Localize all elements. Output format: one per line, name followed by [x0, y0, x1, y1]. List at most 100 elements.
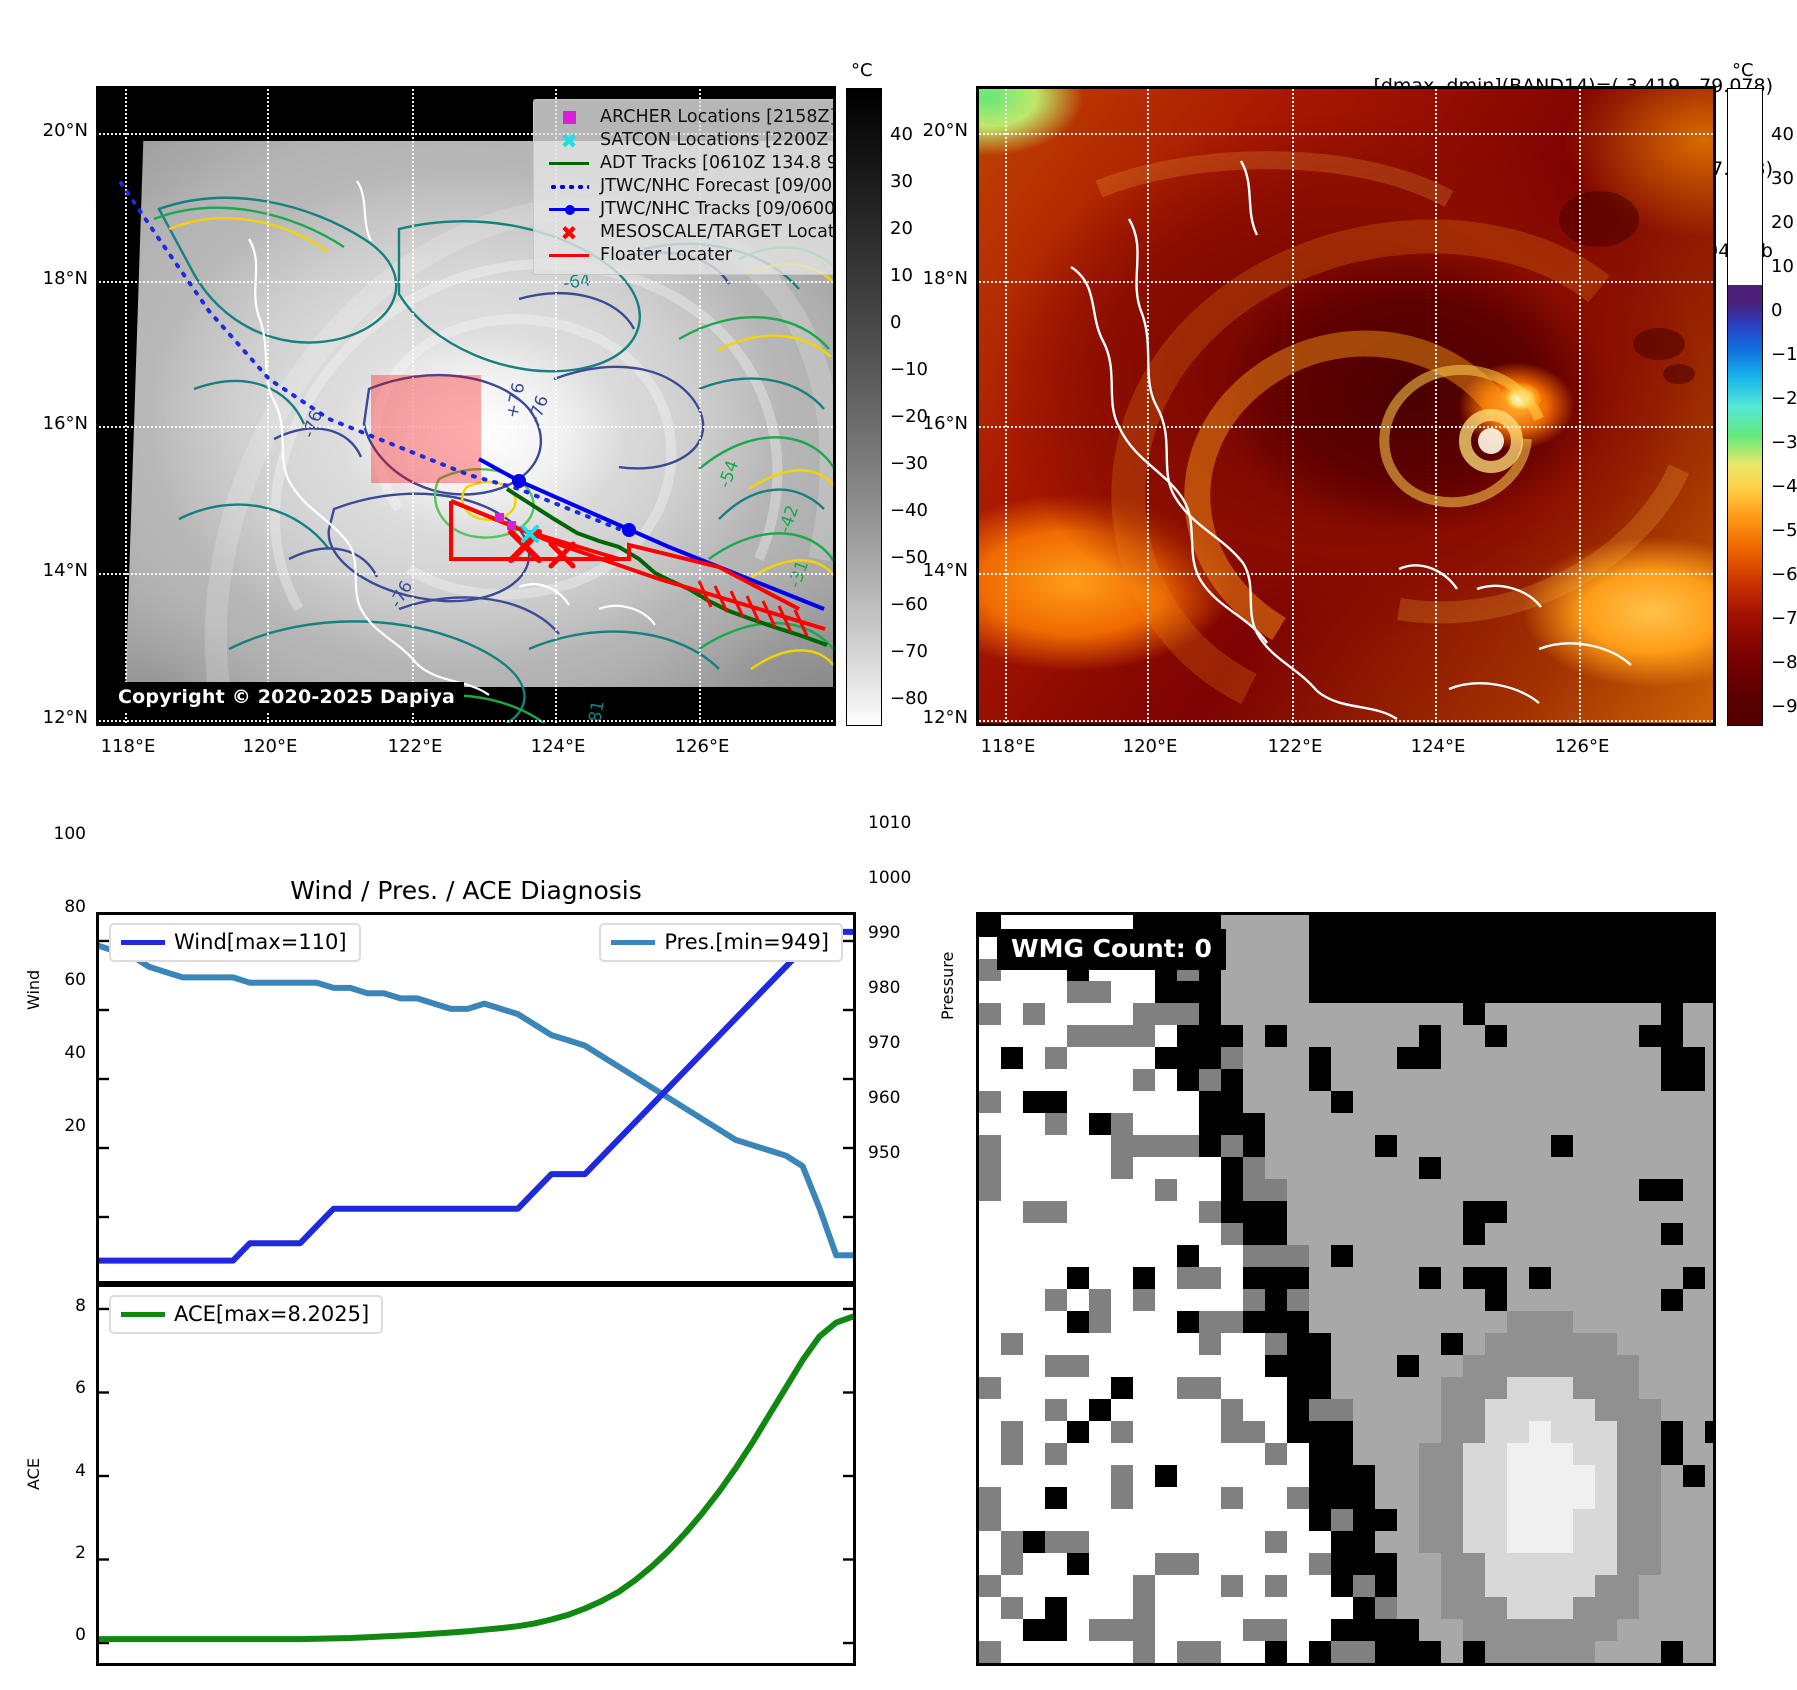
- map2-lat-tick-20n: 20°N: [922, 120, 968, 141]
- floater-locater-outline: [449, 501, 800, 611]
- wind-ytick: 60: [64, 970, 86, 990]
- map2-colorbar[interactable]: [1727, 88, 1763, 726]
- map1-lat-tick-14n: 14°N: [42, 560, 88, 581]
- ace-plot-area: [99, 1307, 853, 1645]
- map2-lon-tick-118e: 118°E: [980, 736, 1036, 757]
- ace-axis-label: ACE: [24, 1458, 43, 1490]
- map1-colorbar-unit: °C: [851, 60, 873, 81]
- cyan-x-marker-icon: ✖: [560, 128, 578, 153]
- wmg-cloud-mask-panel[interactable]: WMG Count: 0: [976, 912, 1716, 1666]
- legend-label: ADT Tracks [0610Z 134.8 918.3]: [600, 152, 833, 173]
- map1-cb-tick: 20: [890, 218, 913, 239]
- map2-cb-tick: 10: [1771, 256, 1794, 277]
- pressure-ytick: 1000: [868, 868, 912, 888]
- map1-cb-tick: −10: [890, 359, 928, 380]
- jtwc-forecast-track: [119, 181, 621, 531]
- legend-label: Floater Locater: [600, 244, 733, 265]
- map2-cb-tick: −60: [1771, 564, 1797, 585]
- ace-line-icon: [121, 1311, 165, 1317]
- wind-ytick: 40: [64, 1043, 86, 1063]
- legend-item-satcon: ✖ SATCON Locations [2200Z 69 982]: [542, 128, 833, 153]
- wind-ytick: 80: [64, 897, 86, 917]
- floater-locater-diagonal: [450, 499, 826, 631]
- jtwc-track-point: [512, 474, 526, 488]
- pressure-ytick: 1010: [868, 813, 912, 833]
- legend-item-forecast: JTWC/NHC Forecast [09/0000Z]: [542, 175, 833, 198]
- magenta-square-marker-icon: [542, 111, 596, 124]
- map2-lat-tick-14n: 14°N: [922, 560, 968, 581]
- legend-item-floater: Floater Locater: [542, 244, 833, 267]
- archer-location-marker: [495, 513, 504, 522]
- pressure-line-icon: [611, 939, 656, 945]
- map2-lat-tick-12n: 12°N: [922, 707, 968, 728]
- wind-axis-label: Wind: [24, 969, 43, 1010]
- map2-lat-tick-16n: 16°N: [922, 413, 968, 434]
- jtwc-track-point: [622, 523, 636, 537]
- map2-lat-tick-18n: 18°N: [922, 268, 968, 289]
- map2-lon-tick-126e: 126°E: [1554, 736, 1610, 757]
- map2-cb-tick: −70: [1771, 608, 1797, 629]
- red-line-icon: [542, 254, 596, 257]
- map2-lon-tick-124e: 124°E: [1410, 736, 1466, 757]
- target-area-box: [371, 375, 481, 483]
- map1-cb-tick: −20: [890, 406, 928, 427]
- map1-lon-tick-122e: 122°E: [387, 736, 443, 757]
- ace-ytick: 0: [75, 1625, 86, 1645]
- green-line-icon: [542, 162, 596, 165]
- map1-lat-tick-18n: 18°N: [42, 268, 88, 289]
- map2-cb-tick: −20: [1771, 388, 1797, 409]
- ace-chart[interactable]: ACE[max=8.2025]: [96, 1284, 856, 1666]
- wind-pressure-chart[interactable]: Wind[max=110] Pres.[min=949]: [96, 912, 856, 1284]
- wind-legend[interactable]: Wind[max=110]: [109, 923, 361, 962]
- map2-cb-tick: −30: [1771, 432, 1797, 453]
- map2-cb-tick: −80: [1771, 652, 1797, 673]
- legend-item-mesoscale: ✖ MESOSCALE/TARGET Location: [542, 220, 836, 245]
- pressure-legend[interactable]: Pres.[min=949]: [599, 923, 843, 962]
- svg-text:-81: -81: [584, 699, 609, 726]
- ace-legend-label: ACE[max=8.2025]: [174, 1302, 370, 1326]
- wind-ytick: 100: [53, 824, 86, 844]
- pressure-ytick: 950: [868, 1143, 901, 1163]
- map1-colorbar[interactable]: [846, 88, 882, 726]
- blue-line-dot-icon: [542, 204, 596, 215]
- map1-cb-tick: 30: [890, 171, 913, 192]
- legend-item-archer: ARCHER Locations [2158Z]: [542, 106, 833, 129]
- mesoscale-target-marker-secondary: [548, 541, 576, 569]
- map1-lon-tick-118e: 118°E: [100, 736, 156, 757]
- legend-item-adt: ADT Tracks [0610Z 134.8 918.3]: [542, 152, 833, 175]
- map1-cb-tick: −70: [890, 641, 928, 662]
- wind-legend-label: Wind[max=110]: [174, 930, 347, 954]
- map1-lat-tick-16n: 16°N: [42, 413, 88, 434]
- jtwc-best-track: [478, 457, 825, 611]
- legend-label: SATCON Locations [2200Z 69 982]: [600, 129, 833, 150]
- pressure-legend-label: Pres.[min=949]: [664, 930, 829, 954]
- wind-pressure-plot-area: [99, 928, 853, 1264]
- map1-cb-tick: 40: [890, 124, 913, 145]
- ace-legend[interactable]: ACE[max=8.2025]: [109, 1295, 384, 1334]
- himawari-band14-grayscale-map[interactable]: -64 -64 -81 -76 -76 -76 +76 -54 -42 -31: [96, 86, 836, 726]
- legend-label: MESOSCALE/TARGET Location: [600, 221, 836, 242]
- map1-lon-tick-124e: 124°E: [530, 736, 586, 757]
- map2-cb-tick: 30: [1771, 168, 1794, 189]
- map2-cb-tick: −90: [1771, 696, 1797, 717]
- ace-ytick: 2: [75, 1543, 86, 1563]
- map2-lon-tick-120e: 120°E: [1122, 736, 1178, 757]
- red-x-marker-icon: ✖: [560, 220, 578, 245]
- map2-cb-tick: 40: [1771, 124, 1794, 145]
- wmg-mask-image: [979, 915, 1713, 1663]
- enhanced-ir-map[interactable]: [976, 86, 1716, 726]
- map2-cb-tick: −10: [1771, 344, 1797, 365]
- map1-legend[interactable]: ARCHER Locations [2158Z] ✖ SATCON Locati…: [533, 99, 836, 275]
- map1-cb-tick: 10: [890, 265, 913, 286]
- map1-lat-tick-12n: 12°N: [42, 707, 88, 728]
- map1-lon-tick-126e: 126°E: [674, 736, 730, 757]
- map1-cb-tick: −50: [890, 547, 928, 568]
- map1-cb-tick: −30: [890, 453, 928, 474]
- copyright-notice: Copyright © 2020-2025 Dapiya: [109, 682, 465, 713]
- satcon-location-marker: [521, 525, 539, 543]
- wmg-count-badge: WMG Count: 0: [997, 929, 1226, 970]
- pressure-axis-label: Pressure: [938, 951, 957, 1020]
- map1-lat-tick-20n: 20°N: [42, 120, 88, 141]
- ace-ytick: 6: [75, 1378, 86, 1398]
- map2-cb-tick: −40: [1771, 476, 1797, 497]
